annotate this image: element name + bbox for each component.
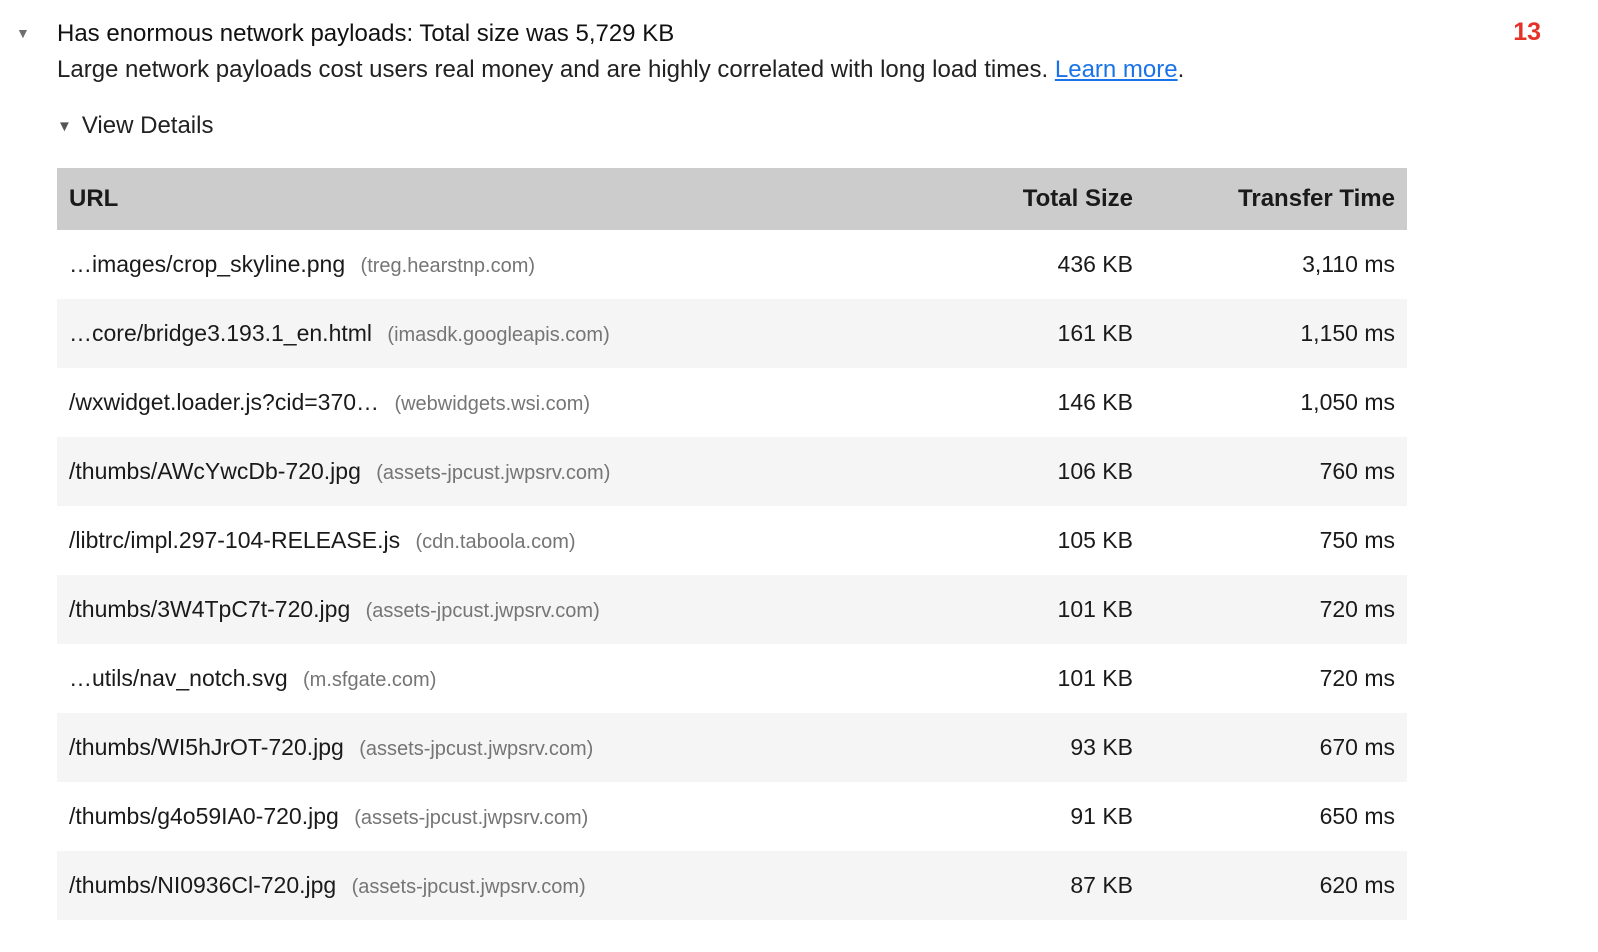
- column-header-total-size: Total Size: [935, 168, 1145, 230]
- table-row: /libtrc/impl.297-104-RELEASE.js (cdn.tab…: [57, 506, 1407, 575]
- table-row: /thumbs/WI5hJrOT-720.jpg (assets-jpcust.…: [57, 713, 1407, 782]
- resource-url: …images/crop_skyline.png: [69, 251, 346, 277]
- resource-total-size: 91 KB: [1070, 803, 1133, 829]
- audit-description: Large network payloads cost users real m…: [57, 52, 1478, 88]
- resource-host: (webwidgets.wsi.com): [394, 393, 591, 415]
- resource-host: (imasdk.googleapis.com): [387, 324, 610, 346]
- resource-transfer-time: 1,050 ms: [1300, 389, 1395, 415]
- table-row: /wxwidget.loader.js?cid=370… (webwidgets…: [57, 368, 1407, 437]
- resource-url: …utils/nav_notch.svg: [69, 665, 288, 691]
- resource-total-size: 93 KB: [1070, 734, 1133, 760]
- resource-host: (m.sfgate.com): [303, 669, 437, 691]
- table-row: /thumbs/3W4TpC7t-720.jpg (assets-jpcust.…: [57, 575, 1407, 644]
- audit-description-text: Large network payloads cost users real m…: [57, 56, 1049, 83]
- resource-url: /wxwidget.loader.js?cid=370…: [69, 389, 380, 415]
- resource-total-size: 436 KB: [1057, 251, 1133, 277]
- payload-table: URL Total Size Transfer Time …images/cro…: [57, 168, 1407, 920]
- resource-host: (cdn.taboola.com): [415, 531, 576, 553]
- audit-title: Has enormous network payloads: Total siz…: [57, 20, 675, 47]
- table-row: /thumbs/NI0936Cl-720.jpg (assets-jpcust.…: [57, 851, 1407, 920]
- resource-host: (assets-jpcust.jwpsrv.com): [354, 807, 589, 829]
- table-row: …core/bridge3.193.1_en.html (imasdk.goog…: [57, 299, 1407, 368]
- audit-header: ▼ Has enormous network payloads: Total s…: [0, 16, 1598, 88]
- resource-total-size: 101 KB: [1057, 596, 1133, 622]
- resource-host: (assets-jpcust.jwpsrv.com): [365, 600, 600, 622]
- resource-total-size: 146 KB: [1057, 389, 1133, 415]
- resource-transfer-time: 620 ms: [1319, 872, 1395, 898]
- resource-host: (assets-jpcust.jwpsrv.com): [351, 876, 586, 898]
- resource-transfer-time: 760 ms: [1319, 458, 1395, 484]
- resource-total-size: 87 KB: [1070, 872, 1133, 898]
- resource-url: …core/bridge3.193.1_en.html: [69, 320, 373, 346]
- resource-total-size: 105 KB: [1057, 527, 1133, 553]
- resource-url: /thumbs/3W4TpC7t-720.jpg: [69, 596, 351, 622]
- resource-total-size: 106 KB: [1057, 458, 1133, 484]
- column-header-url: URL: [57, 168, 935, 230]
- resource-url: /libtrc/impl.297-104-RELEASE.js: [69, 527, 401, 553]
- resource-host: (assets-jpcust.jwpsrv.com): [376, 462, 611, 484]
- resource-url: /thumbs/NI0936Cl-720.jpg: [69, 872, 337, 898]
- resource-host: (treg.hearstnp.com): [360, 255, 536, 277]
- resource-url: /thumbs/g4o59IA0-720.jpg: [69, 803, 339, 829]
- resource-transfer-time: 750 ms: [1319, 527, 1395, 553]
- learn-more-link[interactable]: Learn more: [1054, 56, 1178, 83]
- audit-score-value: 13: [1513, 18, 1541, 46]
- table-row: /thumbs/g4o59IA0-720.jpg (assets-jpcust.…: [57, 782, 1407, 851]
- table-header-row: URL Total Size Transfer Time: [57, 168, 1407, 230]
- resource-url: /thumbs/WI5hJrOT-720.jpg: [69, 734, 344, 760]
- description-period: .: [1177, 56, 1185, 83]
- view-details-label: View Details: [81, 112, 214, 139]
- audit-collapse-icon[interactable]: ▼: [16, 25, 30, 41]
- resource-host: (assets-jpcust.jwpsrv.com): [359, 738, 594, 760]
- table-row: …images/crop_skyline.png (treg.hearstnp.…: [57, 230, 1407, 299]
- view-details-chevron-icon: ▼: [57, 117, 72, 135]
- table-row: …utils/nav_notch.svg (m.sfgate.com) 101 …: [57, 644, 1407, 713]
- resource-transfer-time: 720 ms: [1319, 596, 1395, 622]
- resource-transfer-time: 1,150 ms: [1300, 320, 1395, 346]
- resource-transfer-time: 670 ms: [1319, 734, 1395, 760]
- resource-url: /thumbs/AWcYwcDb-720.jpg: [69, 458, 361, 484]
- resource-transfer-time: 3,110 ms: [1302, 251, 1395, 277]
- audit-text-block: Has enormous network payloads: Total siz…: [57, 16, 1478, 88]
- resource-transfer-time: 720 ms: [1319, 665, 1395, 691]
- resource-transfer-time: 650 ms: [1319, 803, 1395, 829]
- table-row: /thumbs/AWcYwcDb-720.jpg (assets-jpcust.…: [57, 437, 1407, 506]
- resource-total-size: 101 KB: [1057, 665, 1133, 691]
- column-header-transfer-time: Transfer Time: [1145, 168, 1407, 230]
- resource-total-size: 161 KB: [1057, 320, 1133, 346]
- view-details-toggle[interactable]: ▼ View Details: [57, 112, 213, 140]
